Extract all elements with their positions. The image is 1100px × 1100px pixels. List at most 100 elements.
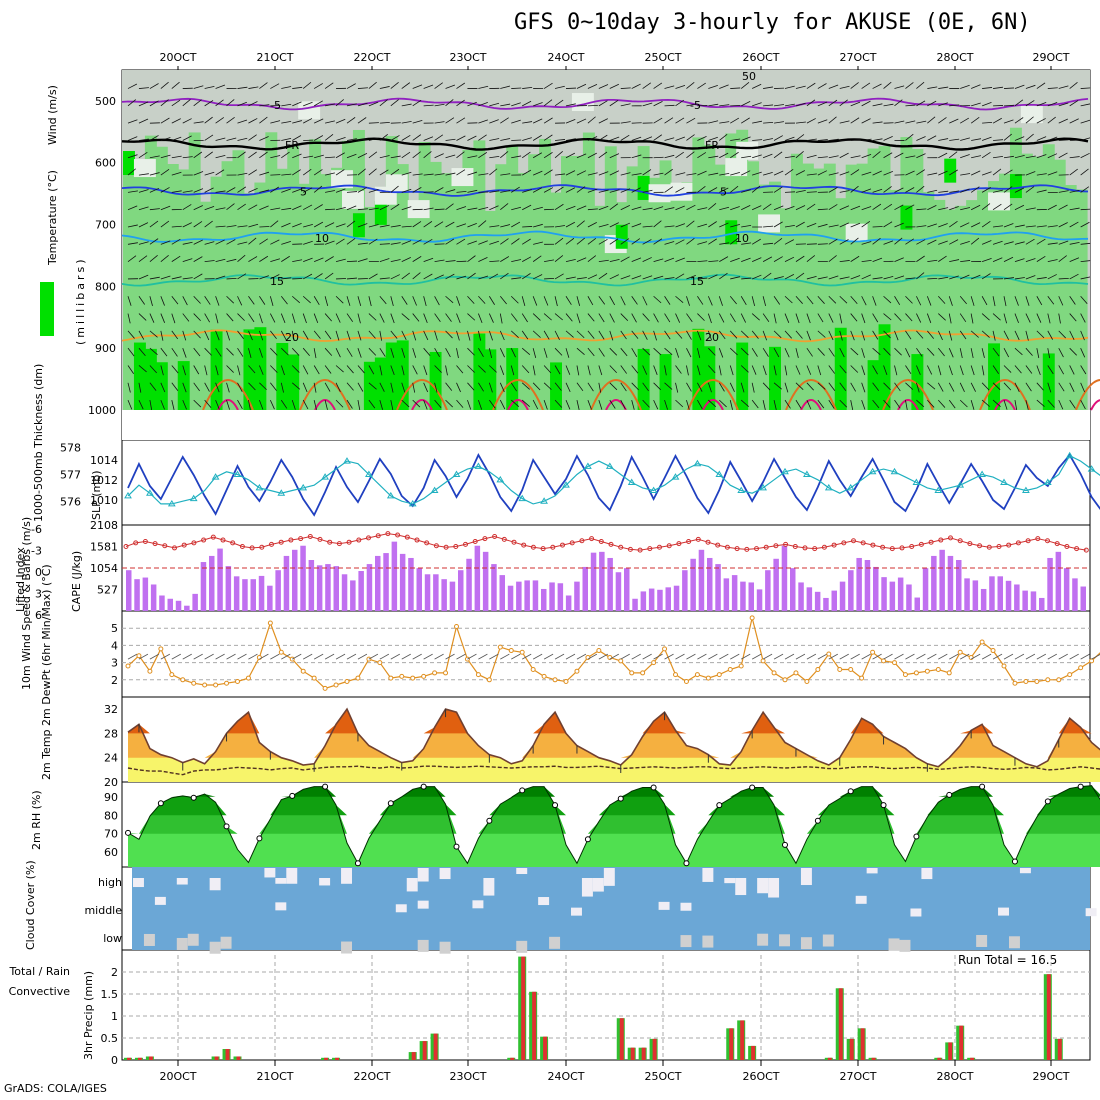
wind-barb [795,330,803,339]
wind-barb [905,187,915,193]
wind-barb [335,169,345,176]
wind-barb-small [259,653,269,660]
wind-barb [642,296,648,306]
lifted-index-line [125,533,1087,551]
wind-barb [1014,382,1020,392]
date-label-bottom: 28OCT [936,1070,973,1083]
wind-barb [379,121,390,124]
cape-bar [599,551,605,611]
cape-bar [242,579,248,611]
wind-barb [127,399,133,410]
wind-barb [773,151,783,159]
wind-barb [992,365,999,374]
wind-barb [248,256,258,262]
wind-barb-small [664,653,674,660]
isotherm-label: 15 [270,275,284,288]
wind-barb [609,330,614,341]
wind-barb [313,365,320,375]
wind-barb [828,172,839,176]
wind-barb [686,275,696,280]
wind-barb [292,101,302,107]
wind-barb [708,172,719,176]
cape-bar [424,574,431,611]
slp-tick: 1012 [90,474,118,487]
wind-barb [762,313,770,322]
precip-convective-bar [860,1028,865,1060]
wind-barb-small [927,653,937,660]
wind-barb [445,84,456,89]
wind-barb [1003,241,1014,245]
rh-dry-patch [571,93,594,112]
pressure-tick: 600 [95,157,116,170]
wind-barb [303,101,313,107]
wind-barb [127,365,135,374]
wind-barb [938,240,948,245]
wind-barb [456,169,466,176]
wind-barb [1058,399,1064,410]
ylabel-wind-10m: 10m Wind Speed & Barbs (m/s) [20,517,33,690]
cloud-low-block [888,938,900,951]
wind-barb [795,382,804,390]
wind-barb [609,382,618,391]
cape-bar [806,587,813,611]
temp-tick: 20 [104,776,118,789]
wind-barb [642,275,653,280]
wind-barb [883,170,893,176]
wind-barb [598,189,609,193]
wind-barb [291,295,301,304]
wind-barb [587,136,598,141]
wind-barb [478,399,483,410]
wind-barb [937,330,943,341]
wind-barb [565,296,572,305]
wind-barb [138,101,149,107]
wind-barb [828,116,837,124]
wind-barb [554,382,562,391]
wind-barb [532,365,536,376]
wind-barb [697,365,701,376]
wind-speed-marker [749,615,755,621]
wind-barb [708,187,718,193]
wind-barb [1003,313,1007,324]
wind-barb [160,240,171,245]
wind-barb [325,103,335,107]
wind-barb [401,134,411,141]
cape-bar [765,570,771,611]
wind-barb [883,275,894,280]
wind-barb [193,256,203,262]
wind-barb [543,152,553,159]
wind-barb [270,365,278,373]
wind-barb [653,275,664,280]
wind-barb [916,81,925,89]
wind-barb [938,102,948,107]
wind-barb [981,258,992,263]
wind-barb [1014,84,1025,89]
wind-barb [160,168,170,176]
wind-barb [752,102,762,107]
wind-barb [368,296,372,307]
rh-green-band [506,145,519,411]
wind-barb [368,399,376,409]
wind-barb [773,135,783,141]
wind-barb [916,382,920,393]
wind-barb [949,221,958,228]
wind-barb [817,156,828,159]
wind-barb [423,257,434,263]
wind-barb [270,330,277,339]
wind-barb [543,82,553,89]
wind-barb [291,347,300,356]
lifted-index-marker [589,536,595,542]
lifted-index-marker [676,541,682,547]
wind-barb [850,101,861,107]
wind-barb [171,296,179,305]
wind-barb [412,221,422,228]
thickness-marker [978,470,986,477]
wind-barb [773,221,783,228]
wind-barb-small [303,653,313,660]
wind-barb [916,296,922,306]
wind-barb [1069,100,1079,107]
lifted-index-marker [841,540,847,546]
date-label-top: 21OCT [256,51,293,64]
lifted-index-marker [1045,538,1050,544]
lifted-index-marker [521,542,527,548]
cloud-high-block [341,868,352,884]
